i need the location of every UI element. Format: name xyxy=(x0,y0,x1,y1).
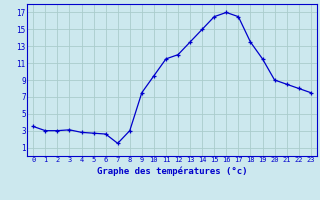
X-axis label: Graphe des températures (°c): Graphe des températures (°c) xyxy=(97,166,247,176)
